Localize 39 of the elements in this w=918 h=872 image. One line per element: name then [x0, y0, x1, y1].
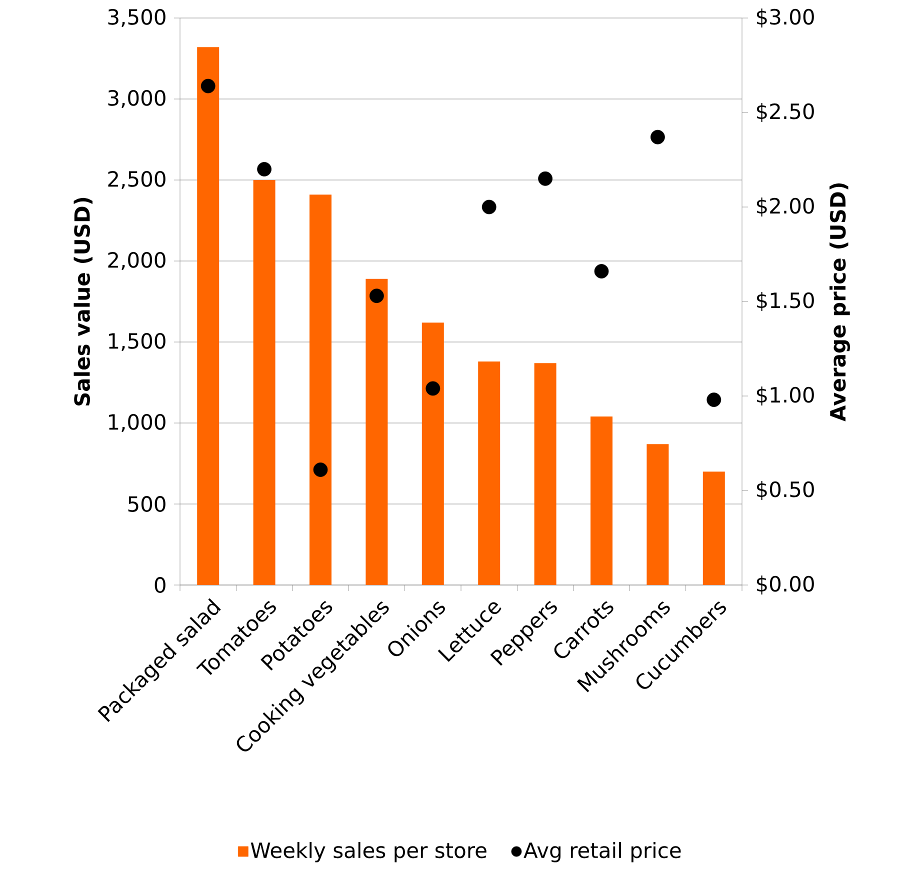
bar	[702, 472, 725, 586]
bar	[422, 322, 444, 586]
legend-label: Weekly sales per store	[250, 842, 486, 862]
point	[257, 162, 272, 176]
point	[200, 78, 216, 94]
point	[370, 288, 384, 304]
point	[426, 381, 440, 396]
bar	[310, 194, 332, 586]
y-tick-label: 1,500	[108, 332, 166, 352]
y2-tick-label: $3.00	[756, 8, 814, 28]
y-tick-label: 3,000	[108, 90, 166, 108]
bar	[253, 180, 276, 586]
y2-tick-label: $2.50	[756, 102, 814, 122]
y-tick-label: 500	[128, 496, 166, 512]
y2-tick-label: $1.00	[756, 386, 814, 406]
y2-tick-label: $2.00	[756, 197, 814, 217]
bar	[534, 363, 556, 586]
y2-tick-label: $0.50	[756, 480, 814, 500]
point	[538, 171, 553, 186]
y-tick-label: 3,500	[108, 8, 166, 28]
legend-label: Avg retail price	[524, 842, 681, 862]
bar	[646, 444, 669, 586]
y-tick-label: 0	[154, 577, 166, 593]
bar	[366, 278, 388, 586]
bar	[590, 416, 613, 586]
y-tick-label: 1,000	[108, 414, 166, 432]
bar	[197, 47, 220, 586]
point	[482, 200, 496, 214]
bar	[478, 361, 500, 586]
y2-axis-title: Average price (USD)	[830, 183, 850, 422]
point	[650, 130, 665, 144]
y-axis-title: Sales value (USD)	[74, 198, 92, 406]
y-tick-label: 2,500	[108, 170, 166, 190]
point	[313, 462, 328, 477]
point	[706, 392, 722, 407]
point	[594, 264, 609, 278]
y2-tick-label: $0.00	[756, 575, 814, 595]
y2-tick-label: $1.50	[756, 292, 814, 312]
y-tick-label: 2,000	[108, 252, 166, 270]
